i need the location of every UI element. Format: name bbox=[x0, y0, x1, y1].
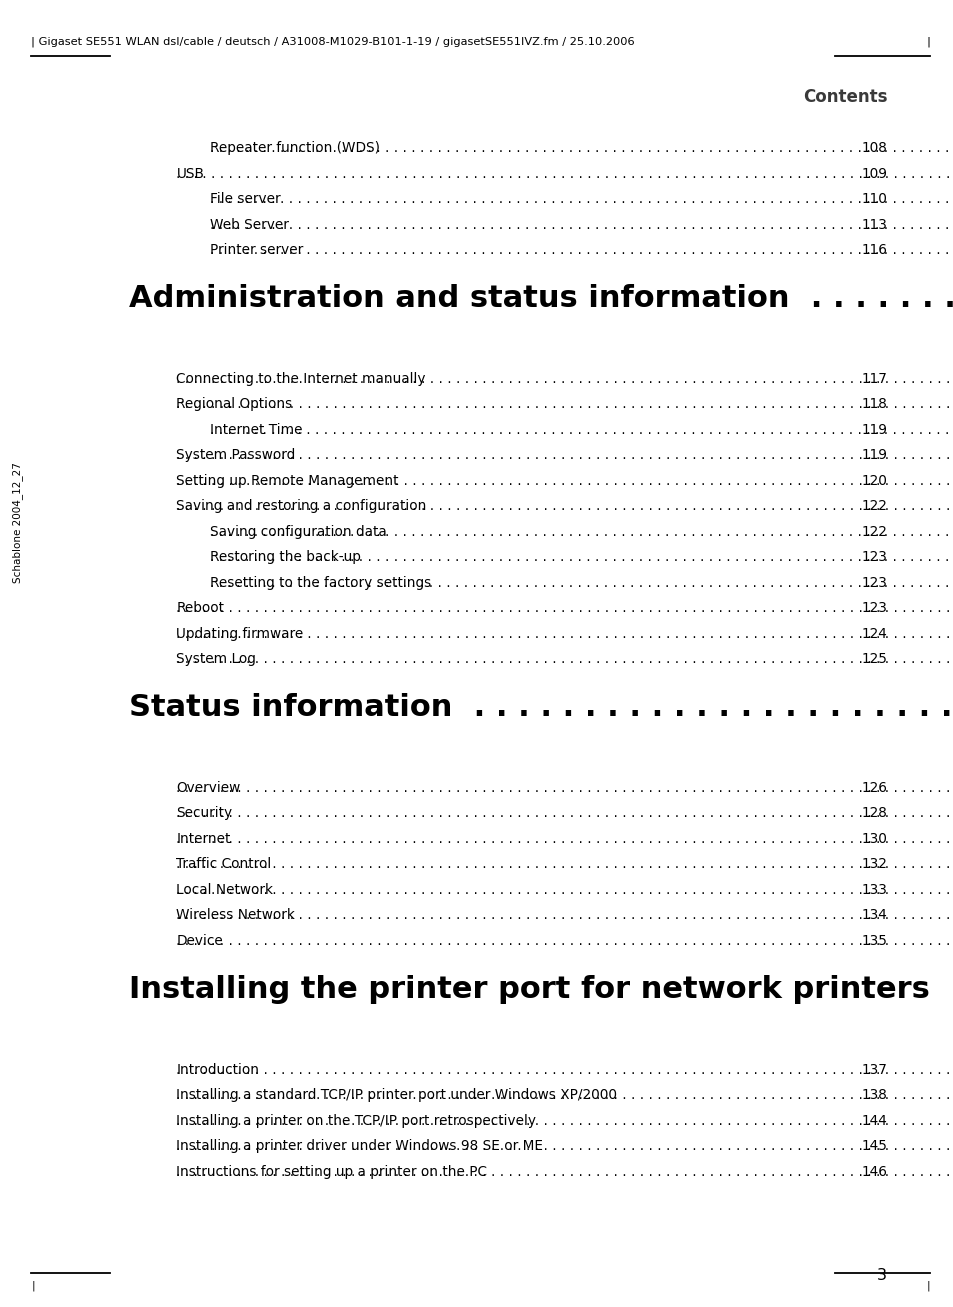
Text: Resetting to the factory settings: Resetting to the factory settings bbox=[210, 575, 431, 589]
Text: 135: 135 bbox=[861, 933, 886, 948]
Text: File server: File server bbox=[210, 192, 280, 207]
Text: Wireless Network: Wireless Network bbox=[176, 908, 295, 923]
Text: . . . . . . . . . . . . . . . . . . . . . . . . . . . . . . . . . . . . . . . . : . . . . . . . . . . . . . . . . . . . . … bbox=[210, 550, 953, 565]
Text: . . . . . . . . . . . . . . . . . . . . . . . . . . . . . . . . . . . . . . . . : . . . . . . . . . . . . . . . . . . . . … bbox=[176, 499, 953, 514]
Text: Contents: Contents bbox=[801, 88, 886, 106]
Text: 120: 120 bbox=[861, 473, 886, 488]
Text: Overview: Overview bbox=[176, 780, 240, 795]
Text: 130: 130 bbox=[861, 831, 886, 846]
Text: . . . . . . . . . . . . . . . . . . . . . . . . . . . . . . . . . . . . . . . . : . . . . . . . . . . . . . . . . . . . . … bbox=[176, 1087, 953, 1102]
Text: . . . . . . . . . . . . . . . . . . . . . . . . . . . . . . . . . . . . . . . . : . . . . . . . . . . . . . . . . . . . . … bbox=[176, 933, 953, 948]
Text: |: | bbox=[925, 1281, 929, 1291]
Text: Updating firmware: Updating firmware bbox=[176, 626, 303, 640]
Text: . . . . . . . . . . . . . . . . . . . . . . . . . . . . . . . . . . . . . . . . : . . . . . . . . . . . . . . . . . . . . … bbox=[176, 626, 953, 640]
Text: 134: 134 bbox=[861, 908, 886, 923]
Text: 119: 119 bbox=[861, 448, 886, 463]
Text: . . . . . . . . . . . . . . . . . . . . . . . . . . . . . . . . . . . . . . . . : . . . . . . . . . . . . . . . . . . . . … bbox=[176, 652, 953, 667]
Text: . . . . . . . . . . . . . . . . . . . . . . . . . . . . . . . . . . . . . . . . : . . . . . . . . . . . . . . . . . . . . … bbox=[176, 1063, 953, 1077]
Text: 125: 125 bbox=[861, 652, 886, 667]
Text: Restoring the back-up: Restoring the back-up bbox=[210, 550, 360, 565]
Text: 126: 126 bbox=[861, 780, 886, 795]
Text: Schablone 2004_12_27: Schablone 2004_12_27 bbox=[11, 463, 23, 583]
Text: 109: 109 bbox=[861, 166, 886, 180]
Text: . . . . . . . . . . . . . . . . . . . . . . . . . . . . . . . . . . . . . . . . : . . . . . . . . . . . . . . . . . . . . … bbox=[176, 1165, 953, 1179]
Text: Installing a printer on the TCP/IP port retrospectively: Installing a printer on the TCP/IP port … bbox=[176, 1114, 536, 1128]
Text: . . . . . . . . . . . . . . . . . . . . . . . . . . . . . . . . . . . . . . . . : . . . . . . . . . . . . . . . . . . . . … bbox=[176, 166, 953, 180]
Text: Installing a printer driver under Windows 98 SE or ME: Installing a printer driver under Window… bbox=[176, 1138, 543, 1153]
Text: Printer server: Printer server bbox=[210, 243, 303, 257]
Text: 117: 117 bbox=[861, 371, 886, 386]
Text: 113: 113 bbox=[861, 217, 886, 231]
Text: 138: 138 bbox=[861, 1087, 886, 1102]
Text: Saving configuration data: Saving configuration data bbox=[210, 524, 386, 538]
Text: 132: 132 bbox=[861, 857, 886, 872]
Text: . . . . . . . . . . . . . . . . . . . . . . . . . . . . . . . . . . . . . . . . : . . . . . . . . . . . . . . . . . . . . … bbox=[176, 908, 953, 923]
Text: Connecting to the Internet manually: Connecting to the Internet manually bbox=[176, 371, 426, 386]
Text: . . . . . . . . . . . . . . . . . . . . . . . . . . . . . . . . . . . . . . . . : . . . . . . . . . . . . . . . . . . . . … bbox=[176, 780, 953, 795]
Text: Status information  . . . . . . . . . . . . . . . . . . . . . . .  126: Status information . . . . . . . . . . .… bbox=[129, 693, 953, 723]
Text: Local Network: Local Network bbox=[176, 882, 274, 897]
Text: 108: 108 bbox=[861, 141, 886, 156]
Text: . . . . . . . . . . . . . . . . . . . . . . . . . . . . . . . . . . . . . . . . : . . . . . . . . . . . . . . . . . . . . … bbox=[210, 141, 953, 156]
Text: . . . . . . . . . . . . . . . . . . . . . . . . . . . . . . . . . . . . . . . . : . . . . . . . . . . . . . . . . . . . . … bbox=[176, 1114, 953, 1128]
Text: 133: 133 bbox=[861, 882, 886, 897]
Text: 123: 123 bbox=[861, 550, 886, 565]
Text: . . . . . . . . . . . . . . . . . . . . . . . . . . . . . . . . . . . . . . . . : . . . . . . . . . . . . . . . . . . . . … bbox=[210, 422, 953, 437]
Text: 3: 3 bbox=[877, 1269, 886, 1283]
Text: Internet: Internet bbox=[176, 831, 231, 846]
Text: 146: 146 bbox=[861, 1165, 886, 1179]
Text: 123: 123 bbox=[861, 601, 886, 616]
Text: . . . . . . . . . . . . . . . . . . . . . . . . . . . . . . . . . . . . . . . . : . . . . . . . . . . . . . . . . . . . . … bbox=[176, 1138, 953, 1153]
Text: 128: 128 bbox=[861, 806, 886, 821]
Text: Device: Device bbox=[176, 933, 223, 948]
Text: . . . . . . . . . . . . . . . . . . . . . . . . . . . . . . . . . . . . . . . . : . . . . . . . . . . . . . . . . . . . . … bbox=[176, 371, 953, 386]
Text: . . . . . . . . . . . . . . . . . . . . . . . . . . . . . . . . . . . . . . . . : . . . . . . . . . . . . . . . . . . . . … bbox=[176, 397, 953, 412]
Text: Repeater function (WDS): Repeater function (WDS) bbox=[210, 141, 379, 156]
Text: Saving and restoring a configuration: Saving and restoring a configuration bbox=[176, 499, 426, 514]
Text: Internet Time: Internet Time bbox=[210, 422, 302, 437]
Text: . . . . . . . . . . . . . . . . . . . . . . . . . . . . . . . . . . . . . . . . : . . . . . . . . . . . . . . . . . . . . … bbox=[176, 857, 953, 872]
Text: |: | bbox=[31, 1281, 35, 1291]
Text: . . . . . . . . . . . . . . . . . . . . . . . . . . . . . . . . . . . . . . . . : . . . . . . . . . . . . . . . . . . . . … bbox=[210, 524, 953, 538]
Text: Regional Options: Regional Options bbox=[176, 397, 293, 412]
Text: . . . . . . . . . . . . . . . . . . . . . . . . . . . . . . . . . . . . . . . . : . . . . . . . . . . . . . . . . . . . . … bbox=[176, 473, 953, 488]
Text: 116: 116 bbox=[861, 243, 886, 257]
Text: 124: 124 bbox=[861, 626, 886, 640]
Text: Setting up Remote Management: Setting up Remote Management bbox=[176, 473, 398, 488]
Text: 145: 145 bbox=[861, 1138, 886, 1153]
Text: Security: Security bbox=[176, 806, 233, 821]
Text: . . . . . . . . . . . . . . . . . . . . . . . . . . . . . . . . . . . . . . . . : . . . . . . . . . . . . . . . . . . . . … bbox=[176, 882, 953, 897]
Text: Reboot: Reboot bbox=[176, 601, 224, 616]
Text: Web Server: Web Server bbox=[210, 217, 289, 231]
Text: . . . . . . . . . . . . . . . . . . . . . . . . . . . . . . . . . . . . . . . . : . . . . . . . . . . . . . . . . . . . . … bbox=[176, 831, 953, 846]
Text: System Log: System Log bbox=[176, 652, 256, 667]
Text: . . . . . . . . . . . . . . . . . . . . . . . . . . . . . . . . . . . . . . . . : . . . . . . . . . . . . . . . . . . . . … bbox=[210, 192, 953, 207]
Text: . . . . . . . . . . . . . . . . . . . . . . . . . . . . . . . . . . . . . . . . : . . . . . . . . . . . . . . . . . . . . … bbox=[210, 243, 953, 257]
Text: 110: 110 bbox=[861, 192, 886, 207]
Text: 118: 118 bbox=[861, 397, 886, 412]
Text: |: | bbox=[925, 37, 929, 47]
Text: . . . . . . . . . . . . . . . . . . . . . . . . . . . . . . . . . . . . . . . . : . . . . . . . . . . . . . . . . . . . . … bbox=[176, 806, 953, 821]
Text: 144: 144 bbox=[861, 1114, 886, 1128]
Text: . . . . . . . . . . . . . . . . . . . . . . . . . . . . . . . . . . . . . . . . : . . . . . . . . . . . . . . . . . . . . … bbox=[210, 217, 953, 231]
Text: 137: 137 bbox=[861, 1063, 886, 1077]
Text: USB: USB bbox=[176, 166, 204, 180]
Text: Instructions for setting up a printer on the PC: Instructions for setting up a printer on… bbox=[176, 1165, 487, 1179]
Text: Introduction: Introduction bbox=[176, 1063, 259, 1077]
Text: 122: 122 bbox=[861, 524, 886, 538]
Text: | Gigaset SE551 WLAN dsl/cable / deutsch / A31008-M1029-B101-1-19 / gigasetSE551: | Gigaset SE551 WLAN dsl/cable / deutsch… bbox=[31, 37, 635, 47]
Text: System Password: System Password bbox=[176, 448, 295, 463]
Text: . . . . . . . . . . . . . . . . . . . . . . . . . . . . . . . . . . . . . . . . : . . . . . . . . . . . . . . . . . . . . … bbox=[176, 601, 953, 616]
Text: Installing the printer port for network printers   .  137: Installing the printer port for network … bbox=[129, 975, 953, 1004]
Text: . . . . . . . . . . . . . . . . . . . . . . . . . . . . . . . . . . . . . . . . : . . . . . . . . . . . . . . . . . . . . … bbox=[210, 575, 953, 589]
Text: 119: 119 bbox=[861, 422, 886, 437]
Text: Installing a standard TCP/IP printer port under Windows XP/2000: Installing a standard TCP/IP printer por… bbox=[176, 1087, 617, 1102]
Text: 122: 122 bbox=[861, 499, 886, 514]
Text: 123: 123 bbox=[861, 575, 886, 589]
Text: . . . . . . . . . . . . . . . . . . . . . . . . . . . . . . . . . . . . . . . . : . . . . . . . . . . . . . . . . . . . . … bbox=[176, 448, 953, 463]
Text: Traffic Control: Traffic Control bbox=[176, 857, 272, 872]
Text: Administration and status information  . . . . . . . .  117: Administration and status information . … bbox=[129, 284, 953, 314]
